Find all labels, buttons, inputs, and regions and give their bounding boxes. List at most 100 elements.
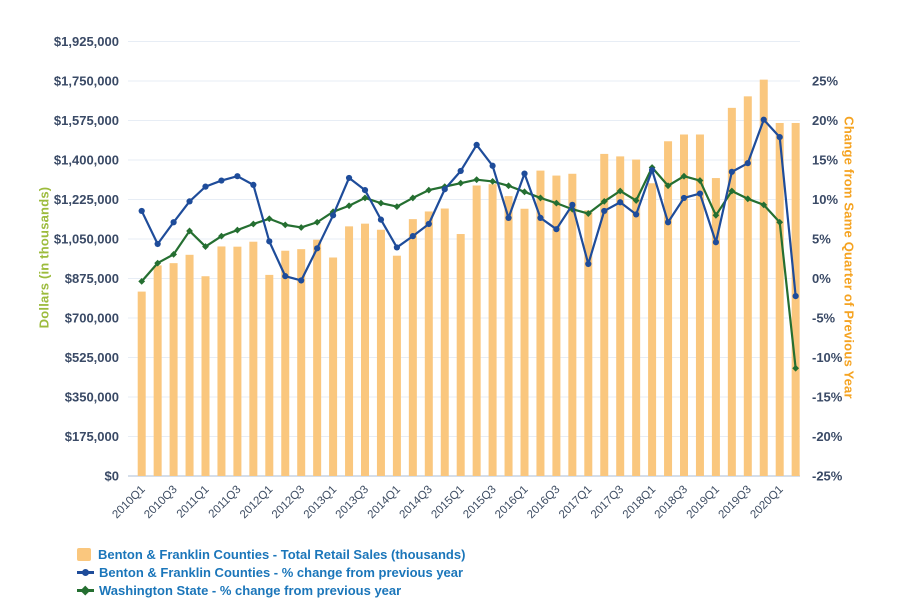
benton-franklin-marker — [712, 239, 720, 246]
washington-state-marker — [584, 210, 592, 217]
benton-franklin-marker — [521, 170, 528, 177]
bar-2015Q4 — [504, 196, 513, 476]
legend-label-bars: Benton & Franklin Counties - Total Retai… — [98, 546, 466, 562]
x-tick-label: 2010Q3 — [142, 484, 179, 521]
blue-line-marker-icon — [77, 566, 94, 579]
y-tick-label-left: $1,400,000 — [54, 153, 119, 168]
washington-state-marker — [297, 224, 305, 231]
washington-state-marker — [393, 203, 401, 211]
y-tick-label-right: -5% — [812, 311, 836, 326]
bar-2012Q1 — [265, 274, 274, 476]
y-tick-label-left: $1,225,000 — [54, 192, 119, 207]
washington-state-marker — [202, 243, 209, 250]
y-tick-label-right: 10% — [812, 192, 838, 207]
y-tick-label-left: $525,000 — [65, 350, 119, 365]
bar-2013Q4 — [376, 229, 385, 476]
washington-state-marker — [457, 179, 465, 187]
benton-franklin-marker — [218, 177, 225, 184]
washington-state-marker — [760, 201, 768, 209]
x-tick-label: 2019Q1 — [685, 484, 722, 521]
x-tick-label: 2012Q3 — [270, 484, 307, 521]
washington-state-marker — [792, 364, 800, 372]
legend-label-wa-line: Washington State - % change from previou… — [99, 582, 402, 598]
legend-item-wa-line: Washington State - % change from previou… — [77, 581, 465, 599]
bar-2012Q4 — [313, 239, 322, 476]
bar-2014Q4 — [440, 208, 449, 476]
washington-state-marker — [537, 194, 544, 202]
bar-2018Q2 — [664, 141, 673, 476]
benton-franklin-marker — [345, 174, 353, 182]
bar-2020Q2 — [791, 122, 800, 477]
benton-franklin-marker — [202, 183, 209, 190]
benton-franklin-marker — [266, 238, 273, 245]
washington-state-marker — [281, 221, 289, 229]
x-tick-label: 2016Q3 — [525, 484, 562, 521]
benton-franklin-marker — [489, 162, 496, 169]
blue-dot-icon — [82, 568, 89, 576]
benton-franklin-marker — [409, 233, 416, 240]
benton-franklin-marker — [728, 168, 735, 175]
washington-state-marker — [249, 220, 257, 228]
bar-2012Q3 — [297, 249, 306, 476]
washington-state-marker — [489, 178, 496, 185]
benton-franklin-marker — [792, 293, 799, 300]
bar-2013Q3 — [361, 223, 369, 476]
washington-state-marker — [728, 187, 736, 195]
benton-franklin-marker — [138, 207, 145, 215]
y-tick-label-right: -10% — [812, 350, 843, 365]
bar-2011Q1 — [201, 276, 210, 476]
washington-state-marker — [505, 182, 512, 190]
benton-franklin-marker — [680, 194, 688, 202]
x-tick-label: 2011Q1 — [175, 484, 212, 521]
benton-franklin-marker — [744, 160, 751, 167]
washington-state-marker — [680, 172, 688, 180]
benton-franklin-marker — [298, 277, 305, 284]
y-tick-label-left: $350,000 — [65, 390, 119, 405]
washington-state-marker — [712, 211, 720, 219]
x-tick-label: 2013Q3 — [334, 484, 371, 521]
y-tick-label-left: $1,050,000 — [54, 232, 119, 247]
washington-state-marker — [409, 194, 417, 202]
washington-state-marker — [744, 195, 752, 203]
x-tick-label: 2010Q1 — [110, 484, 147, 521]
right-axis-title: Change from Same Quarter of Previous Yea… — [841, 116, 857, 399]
washington-state-marker — [265, 215, 273, 223]
benton-franklin-marker — [314, 245, 321, 252]
washington-state-marker — [473, 176, 481, 184]
benton-franklin-marker — [569, 201, 576, 208]
y-tick-label-left: $875,000 — [65, 271, 119, 286]
benton-franklin-marker — [361, 186, 369, 194]
washington-state-marker — [632, 197, 640, 204]
left-axis-title: Dollars (in thousands) — [36, 186, 52, 329]
benton-franklin-marker — [377, 216, 385, 223]
bar-2020Q1 — [775, 122, 784, 477]
x-tick-label: 2015Q3 — [461, 484, 498, 521]
benton-franklin-marker — [170, 219, 177, 226]
benton-franklin-marker — [696, 190, 704, 197]
bar-swatch-icon — [77, 547, 91, 561]
bar-2014Q3 — [424, 211, 433, 476]
bar-2018Q4 — [695, 134, 704, 476]
y-tick-label-left: $1,925,000 — [54, 34, 119, 49]
benton-franklin-marker — [393, 244, 400, 251]
bar-2017Q2 — [600, 153, 609, 477]
y-tick-label-left: $1,750,000 — [54, 74, 119, 89]
benton-franklin-marker — [330, 212, 337, 219]
benton-franklin-marker — [633, 211, 640, 218]
x-tick-label: 2013Q1 — [302, 484, 339, 521]
benton-franklin-marker — [601, 207, 608, 215]
bar-2019Q1 — [711, 178, 720, 477]
benton-franklin-marker — [234, 173, 241, 180]
washington-state-marker — [776, 218, 784, 226]
x-tick-label: 2014Q3 — [397, 484, 434, 521]
x-tick-label: 2020Q1 — [748, 484, 785, 521]
benton-franklin-marker — [585, 260, 592, 268]
x-tick-label: 2018Q3 — [653, 484, 690, 521]
washington-state-marker — [553, 199, 560, 207]
y-tick-label-right: 20% — [812, 113, 838, 128]
bar-2011Q4 — [249, 241, 258, 476]
washington-state-marker — [313, 218, 321, 226]
y-tick-label-right: -20% — [812, 429, 843, 444]
y-tick-label-left: $700,000 — [65, 311, 119, 326]
